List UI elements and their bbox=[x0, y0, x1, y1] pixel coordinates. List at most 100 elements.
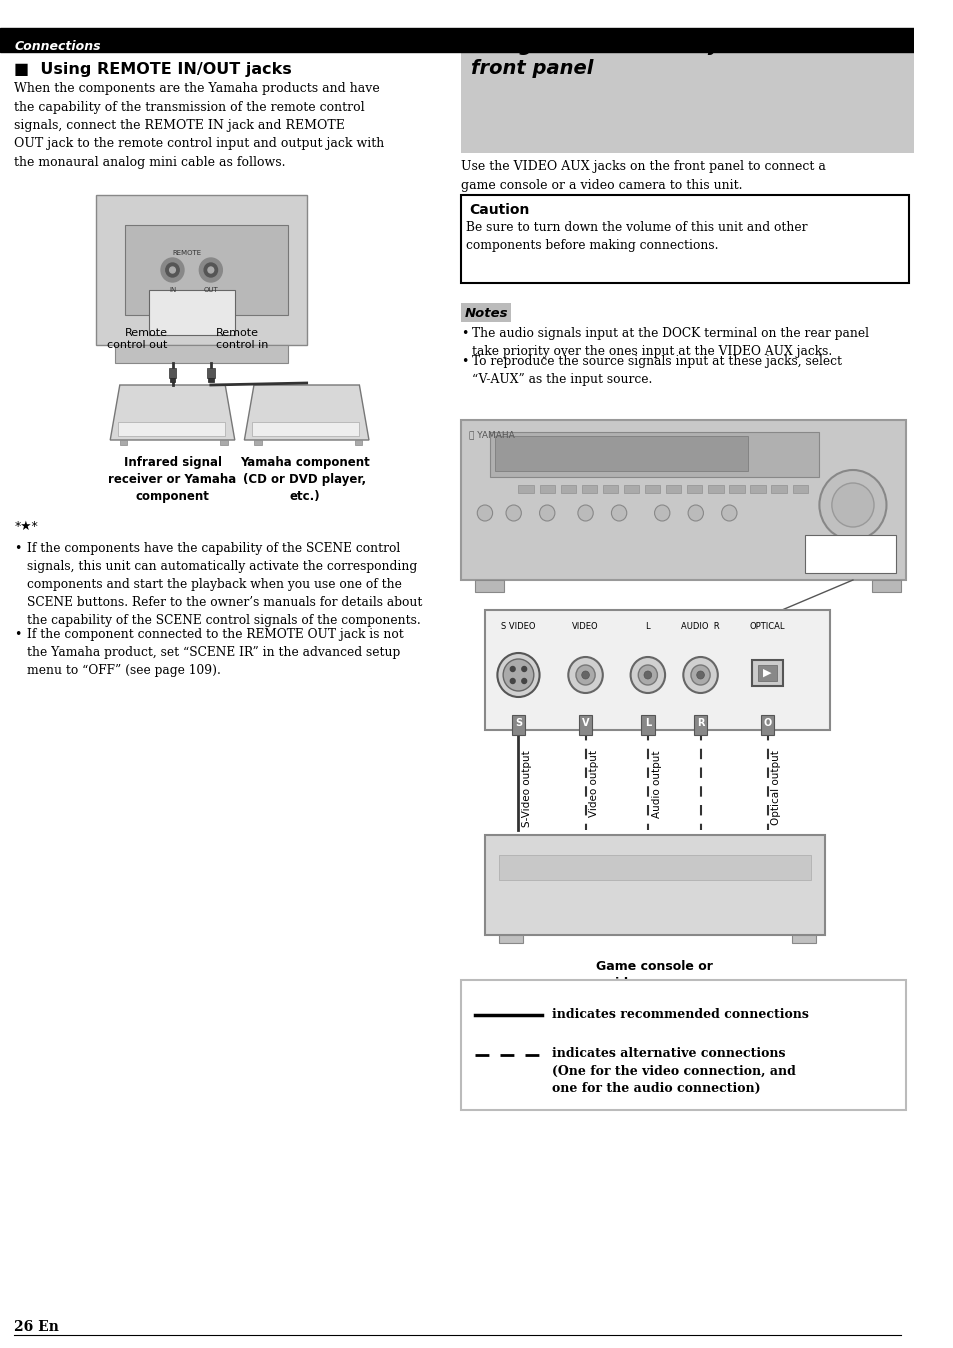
Bar bbox=[752, 661, 782, 686]
Text: If the component connected to the REMOTE OUT jack is not
the Yamaha product, set: If the component connected to the REMOTE… bbox=[27, 628, 403, 677]
Text: OPTICAL: OPTICAL bbox=[749, 621, 784, 631]
Bar bbox=[120, 439, 128, 445]
Text: Notes: Notes bbox=[464, 307, 508, 319]
Text: S VIDEO: S VIDEO bbox=[500, 621, 536, 631]
Text: Optical output: Optical output bbox=[771, 749, 781, 825]
Bar bbox=[118, 422, 225, 435]
Circle shape bbox=[166, 263, 179, 276]
Bar bbox=[758, 665, 777, 681]
Circle shape bbox=[521, 678, 526, 683]
Bar bbox=[686, 485, 701, 493]
Text: Be sure to turn down the volume of this unit and other
components before making : Be sure to turn down the volume of this … bbox=[465, 221, 806, 252]
Circle shape bbox=[539, 506, 555, 520]
Circle shape bbox=[654, 506, 669, 520]
Bar bbox=[169, 368, 176, 377]
Circle shape bbox=[643, 671, 651, 679]
Bar bbox=[149, 290, 234, 336]
Circle shape bbox=[696, 671, 703, 679]
Circle shape bbox=[497, 652, 539, 697]
Text: ■  Using REMOTE IN/OUT jacks: ■ Using REMOTE IN/OUT jacks bbox=[14, 62, 292, 77]
Circle shape bbox=[505, 506, 520, 520]
Circle shape bbox=[611, 506, 626, 520]
Bar bbox=[253, 439, 261, 445]
Bar bbox=[460, 980, 904, 1109]
Circle shape bbox=[568, 656, 602, 693]
Circle shape bbox=[510, 678, 515, 683]
Circle shape bbox=[199, 257, 222, 282]
Text: O: O bbox=[762, 718, 771, 728]
Circle shape bbox=[170, 267, 175, 274]
Bar bbox=[539, 485, 555, 493]
Text: AUDIO  R: AUDIO R bbox=[680, 621, 720, 631]
Bar bbox=[355, 439, 362, 445]
Bar bbox=[517, 485, 534, 493]
Text: L: L bbox=[645, 621, 650, 631]
Bar bbox=[623, 485, 639, 493]
Circle shape bbox=[831, 483, 873, 527]
Circle shape bbox=[208, 267, 213, 274]
Bar bbox=[498, 855, 810, 880]
Text: Using the VIDEO AUX jacks on the
front panel: Using the VIDEO AUX jacks on the front p… bbox=[470, 36, 842, 78]
Bar bbox=[252, 422, 359, 435]
Text: To reproduce the source signals input at these jacks, select
“V-AUX” as the inpu: To reproduce the source signals input at… bbox=[472, 355, 841, 386]
Text: •: • bbox=[460, 328, 468, 340]
Text: V: V bbox=[581, 718, 589, 728]
Text: REMOTE: REMOTE bbox=[172, 249, 201, 256]
Text: L: L bbox=[644, 718, 650, 728]
Bar bbox=[804, 535, 895, 573]
Text: ▶: ▶ bbox=[762, 669, 771, 678]
Text: VIDEO: VIDEO bbox=[572, 621, 598, 631]
Circle shape bbox=[502, 659, 534, 692]
Text: •: • bbox=[14, 542, 22, 555]
Text: Game console or
video camera: Game console or video camera bbox=[596, 960, 712, 989]
Text: Use the VIDEO AUX jacks on the front panel to connect a
game console or a video : Use the VIDEO AUX jacks on the front pan… bbox=[460, 160, 825, 191]
Circle shape bbox=[687, 506, 702, 520]
Circle shape bbox=[510, 666, 515, 671]
Bar bbox=[489, 431, 819, 477]
Text: Infrared signal
receiver or Yamaha
component: Infrared signal receiver or Yamaha compo… bbox=[109, 456, 236, 503]
Text: Remote
control out: Remote control out bbox=[108, 328, 168, 350]
Text: Ⓨ YAMAHA: Ⓨ YAMAHA bbox=[468, 430, 514, 439]
Bar bbox=[484, 611, 829, 731]
Text: 26 En: 26 En bbox=[14, 1320, 59, 1335]
Bar bbox=[602, 485, 618, 493]
Text: indicates recommended connections: indicates recommended connections bbox=[552, 1008, 808, 1020]
Bar bbox=[644, 485, 659, 493]
Circle shape bbox=[638, 665, 657, 685]
Circle shape bbox=[630, 656, 664, 693]
Bar bbox=[460, 28, 913, 154]
Text: Yamaha component
(CD or DVD player,
etc.): Yamaha component (CD or DVD player, etc.… bbox=[239, 456, 369, 503]
Bar bbox=[125, 225, 287, 315]
Bar bbox=[707, 485, 722, 493]
Bar bbox=[871, 580, 900, 592]
Circle shape bbox=[204, 263, 217, 276]
Polygon shape bbox=[244, 386, 369, 439]
Circle shape bbox=[476, 506, 492, 520]
Circle shape bbox=[819, 470, 885, 541]
Bar bbox=[460, 195, 908, 283]
Bar bbox=[560, 485, 576, 493]
Bar bbox=[760, 714, 774, 735]
Text: IN: IN bbox=[169, 287, 176, 293]
Text: Connections: Connections bbox=[14, 39, 101, 53]
Bar bbox=[693, 714, 706, 735]
Bar bbox=[460, 303, 510, 322]
Text: S: S bbox=[515, 718, 521, 728]
Text: *★*: *★* bbox=[14, 520, 38, 532]
Text: If the components have the capability of the SCENE control
signals, this unit ca: If the components have the capability of… bbox=[27, 542, 422, 627]
Bar bbox=[498, 936, 522, 944]
Bar bbox=[771, 485, 786, 493]
Text: Video output: Video output bbox=[589, 749, 598, 817]
Text: Audio output: Audio output bbox=[651, 749, 661, 817]
Text: S-Video output: S-Video output bbox=[521, 749, 532, 826]
Bar bbox=[0, 0, 913, 28]
Bar bbox=[475, 580, 503, 592]
Text: Caution: Caution bbox=[469, 204, 530, 217]
Bar bbox=[665, 485, 680, 493]
Bar bbox=[220, 439, 228, 445]
Bar bbox=[460, 421, 904, 580]
Bar bbox=[728, 485, 744, 493]
Text: When the components are the Yamaha products and have
the capability of the trans: When the components are the Yamaha produ… bbox=[14, 82, 384, 168]
Bar bbox=[581, 485, 597, 493]
Bar bbox=[494, 435, 747, 470]
